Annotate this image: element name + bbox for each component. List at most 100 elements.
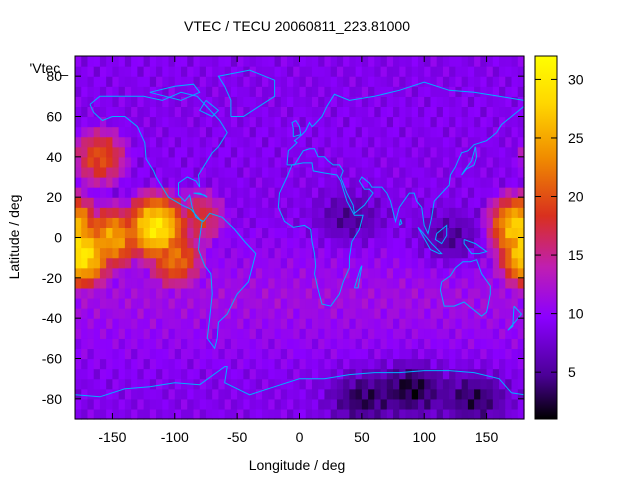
heatmap-cell [243,338,251,350]
heatmap-cell [330,126,338,138]
heatmap-cell [324,207,332,218]
heatmap-cell [274,277,282,289]
heatmap-cell [287,156,294,168]
heatmap-cell [417,76,425,87]
heatmap-cell [131,76,138,87]
heatmap-cell [486,156,494,168]
heatmap-cell [311,298,319,309]
heatmap-cell [230,187,238,198]
heatmap-cell [280,227,288,239]
heatmap-cell [75,378,82,390]
heatmap-cell [386,408,394,420]
heatmap-cell [287,146,294,158]
heatmap-cell [324,338,332,350]
heatmap-cell [355,298,363,309]
heatmap-cell [118,66,126,77]
heatmap-cell [436,378,444,390]
heatmap-cell [168,298,176,309]
heatmap-cell [287,267,294,279]
heatmap-cell [368,86,375,97]
heatmap-cell [405,166,413,178]
heatmap-cell [442,116,450,128]
heatmap-cell [243,378,251,390]
heatmap-cell [467,217,475,229]
heatmap-cell [355,156,363,168]
heatmap-cell [75,207,82,218]
heatmap-cell [449,96,457,108]
heatmap-cell [374,166,382,178]
heatmap-cell [324,257,332,269]
heatmap-cell [386,146,394,158]
heatmap-cell [405,398,413,410]
heatmap-cell [243,227,251,239]
heatmap-cell [499,348,506,360]
heatmap-cell [436,398,444,410]
heatmap-cell [368,247,375,259]
heatmap-cell [193,318,201,329]
heatmap-cell [224,388,232,400]
heatmap-cell [330,166,338,178]
heatmap-cell [467,398,475,410]
heatmap-cell [461,358,469,370]
heatmap-cell [143,398,151,410]
heatmap-cell [224,56,232,67]
heatmap-cell [224,398,232,410]
heatmap-cell [93,66,101,77]
heatmap-cell [455,76,463,87]
heatmap-cell [461,338,469,350]
heatmap-cell [99,56,107,67]
heatmap-cell [517,96,525,108]
heatmap-cell [499,257,506,269]
heatmap-cell [442,358,450,370]
heatmap-cell [299,338,307,350]
heatmap-cell [361,106,369,118]
heatmap-cell [193,358,201,370]
heatmap-cell [274,338,282,350]
heatmap-cell [137,86,145,97]
heatmap-cell [268,56,276,67]
heatmap-cell [511,348,519,360]
heatmap-cell [499,56,506,67]
heatmap-cell [287,277,294,289]
heatmap-cell [393,368,400,380]
heatmap-cell [505,247,513,259]
heatmap-cell [237,308,244,319]
heatmap-cell [293,166,301,178]
heatmap-cell [499,76,506,87]
heatmap-cell [224,287,232,299]
heatmap-cell [480,237,488,249]
heatmap-cell [230,378,238,390]
heatmap-cell [480,126,488,138]
heatmap-cell [212,358,220,370]
heatmap-cell [87,237,95,249]
heatmap-cell [230,106,238,118]
heatmap-cell [380,217,388,229]
heatmap-cell [374,156,382,168]
heatmap-cell [299,277,307,289]
heatmap-cell [268,197,276,208]
heatmap-cell [424,318,432,329]
heatmap-cell [461,308,469,319]
heatmap-cell [449,338,457,350]
heatmap-cell [174,166,182,178]
heatmap-cell [417,86,425,97]
heatmap-cell [492,257,500,269]
heatmap-cell [349,247,357,259]
heatmap-cell [93,398,101,410]
heatmap-cell [205,126,213,138]
heatmap-cell [505,166,513,178]
heatmap-cell [305,96,313,108]
heatmap-cell [318,237,326,249]
heatmap-cell [268,86,276,97]
heatmap-cell [330,368,338,380]
heatmap-cell [486,197,494,208]
heatmap-cell [436,408,444,420]
heatmap-cell [87,136,95,148]
heatmap-cell [499,267,506,279]
heatmap-cell [380,358,388,370]
heatmap-cell [318,247,326,259]
heatmap-cell [442,166,450,178]
heatmap-cell [499,237,506,249]
heatmap-cell [430,298,438,309]
heatmap-cell [193,388,201,400]
